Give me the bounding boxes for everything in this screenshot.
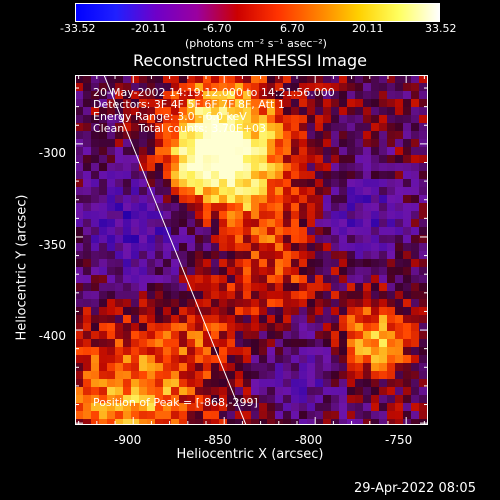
x-tick-label: -750: [385, 433, 413, 447]
clean-counts-label: Clean Total counts: 3.70E+03: [93, 122, 267, 135]
y-tick-label: -300: [38, 146, 66, 160]
colorbar-tick-3: 6.70: [280, 22, 305, 35]
x-tick-label: -850: [204, 433, 232, 447]
peak-position-label: Position of Peak = [-868,-299]: [93, 396, 258, 409]
colorbar-tick-4: 20.11: [352, 22, 384, 35]
y-tick-label: -350: [38, 238, 66, 252]
colorbar-tick-1: -20.11: [131, 22, 167, 35]
y-tick-label: -400: [38, 329, 66, 343]
colorbar-tick-2: -6.70: [203, 22, 232, 35]
y-axis-label: Heliocentric Y (arcsec): [14, 194, 30, 341]
plot-title: Reconstructed RHESSI Image: [133, 51, 367, 70]
colorbar: [75, 3, 440, 22]
colorbar-tick-5: 33.52: [425, 22, 457, 35]
x-tick-label: -900: [114, 433, 142, 447]
x-axis-label: Heliocentric X (arcsec): [176, 447, 324, 462]
colorbar-tick-0: -33.52: [60, 22, 96, 35]
energy-range-label: Energy Range: 3.0 - 6.0 keV: [93, 110, 247, 123]
detectors-label: Detectors: 3F 4F 5F 6F 7F 8F, Att 1: [93, 98, 285, 111]
x-tick-label: -800: [295, 433, 323, 447]
time-range-label: 20-May-2002 14:19:12.000 to 14:21:56.000: [93, 86, 335, 99]
colorbar-units: (photons cm⁻² s⁻¹ asec⁻²): [185, 37, 327, 50]
footer-timestamp: 29-Apr-2022 08:05: [354, 481, 476, 496]
